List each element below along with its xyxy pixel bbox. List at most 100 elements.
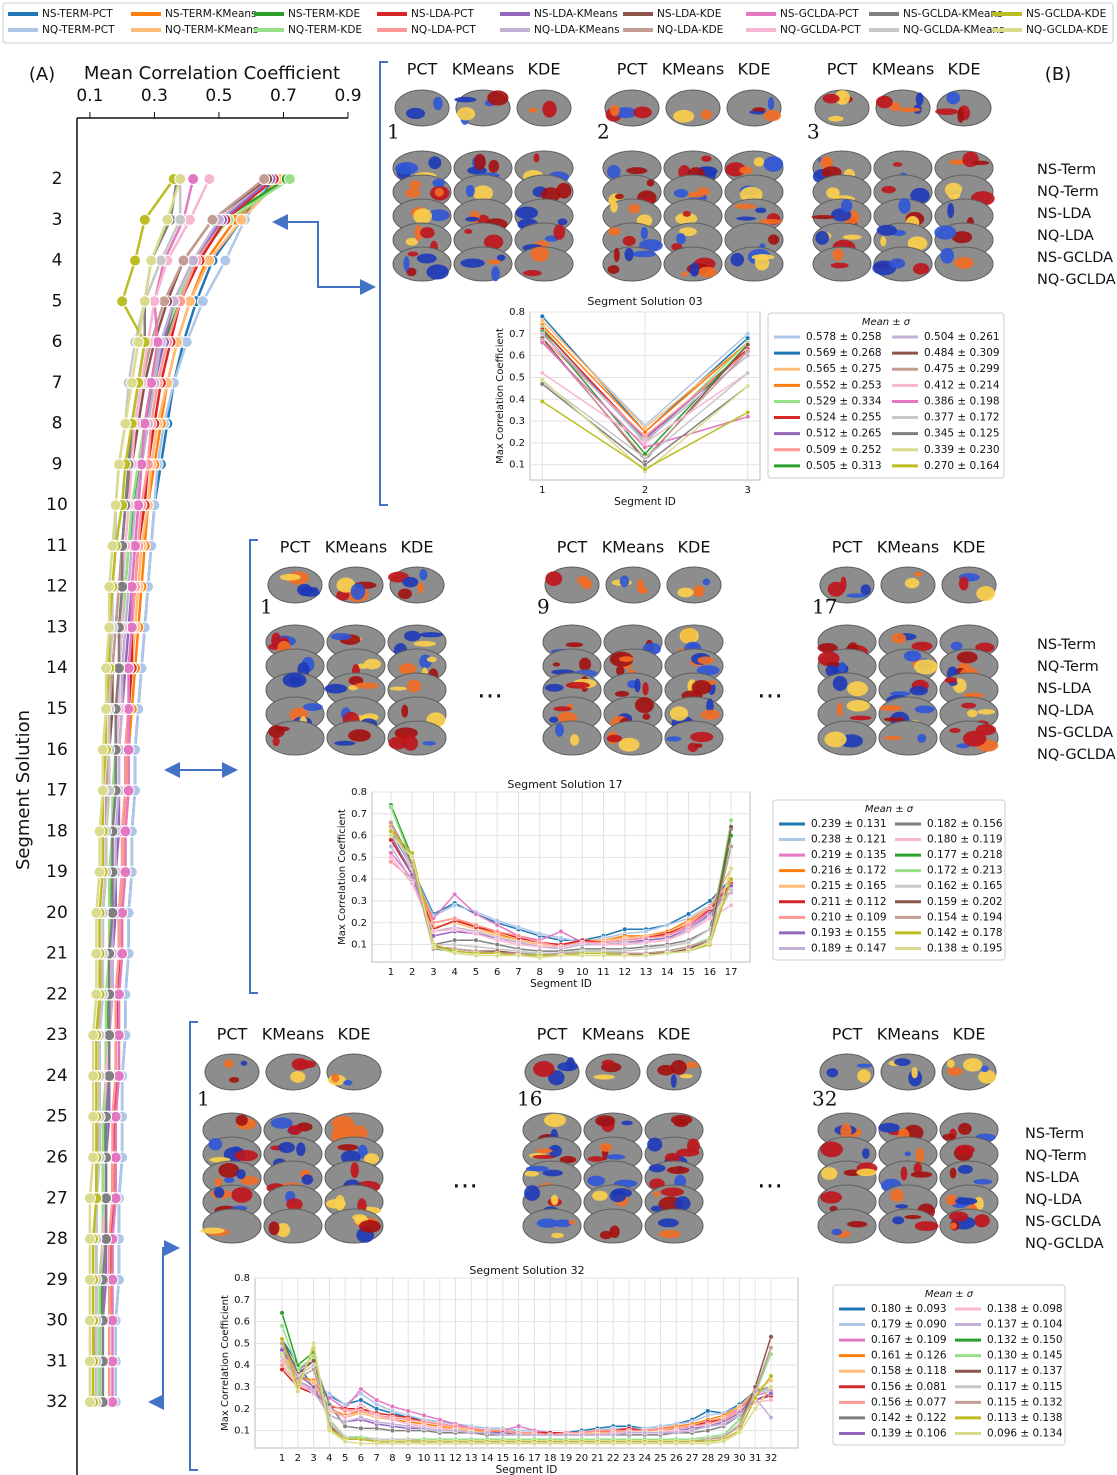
y-tick-label: 0.8 [234,1273,250,1284]
data-point [113,459,124,470]
legend-label: 0.154 ± 0.194 [927,911,1003,923]
column-label: KMeans [452,60,514,79]
brain-blob [602,1060,615,1066]
brain-image [266,1054,320,1090]
brain-blob [417,582,423,593]
data-point [343,1415,348,1420]
brain-blob [820,1191,842,1203]
x-tick-label: 12 [618,967,631,978]
legend-label: 0.177 ± 0.218 [927,849,1003,861]
brain-image [205,1054,259,1090]
row-label: NS-Term [1037,637,1096,653]
legend-label: 0.162 ± 0.165 [927,880,1003,892]
brain-blob [491,266,500,281]
y-tick-label: 0.4 [509,394,525,405]
legend-label: 0.159 ± 0.202 [927,896,1003,908]
data-point [706,1413,711,1418]
brain-blob [850,716,872,721]
data-point [769,1335,774,1340]
legend-label: NQ-TERM-KMeans [165,24,258,36]
brain-blob [954,257,974,269]
data-point [406,1417,411,1422]
data-point [452,892,457,897]
data-point [495,953,500,958]
data-point [104,581,115,592]
y-tick-label: 0.3 [351,896,367,907]
data-point [84,1397,95,1408]
data-point [708,916,713,921]
brain-blob [621,1121,633,1126]
brain-blob [692,680,712,695]
brain-blob [647,1138,662,1152]
brain-blob [934,225,956,239]
data-point [658,1430,663,1435]
data-point [280,1337,285,1342]
data-point [706,1409,711,1414]
data-point [665,923,670,928]
group-number: 9 [537,595,550,619]
data-point [327,1428,332,1433]
column-label: PCT [617,60,648,79]
data-point [540,314,545,319]
data-point [374,1441,379,1446]
brain-blob [407,680,421,693]
x-tick-label: 0.5 [205,86,232,106]
data-point [311,1389,316,1394]
brain-blob [880,236,886,246]
data-point [406,1424,411,1429]
brain-blob [592,1191,608,1201]
data-point [753,1406,758,1411]
data-point [516,925,521,930]
brain-blob [861,584,871,595]
brain-blob [406,108,425,119]
y-tick-label: 0.7 [234,1295,250,1306]
legend-label: 0.179 ± 0.090 [871,1319,947,1331]
brain-blob [698,267,717,278]
data-point [359,1426,364,1431]
data-point [389,833,394,838]
data-point [516,942,521,947]
brain-image [606,567,660,603]
figure: (A) (B) Mean Correlation Coefficient Seg… [0,0,1117,1475]
data-point [453,1428,458,1433]
x-tick-label: 7 [373,1453,379,1464]
y-tick-label: 0.5 [234,1338,250,1349]
brain-blob [843,235,862,240]
brain-blob [957,651,978,663]
brain-blob [674,1119,689,1127]
data-point [495,929,500,934]
row-label: NQ-GCLDA [1037,747,1116,763]
data-point [537,944,542,949]
x-tick-label: 9 [405,1453,411,1464]
legend-label: NS-GCLDA-PCT [780,8,859,20]
data-point [548,1433,553,1438]
data-point [452,938,457,943]
x-tick-label: 32 [765,1453,778,1464]
column-label: PCT [827,60,858,79]
brain-blob [551,1195,558,1206]
data-point [643,430,648,435]
brain-image [666,90,720,126]
brain-blob [892,1216,904,1224]
chart-title: Segment Solution 32 [469,1264,584,1277]
brain-blob [487,90,508,105]
y-tick-label: 17 [46,781,68,801]
brain-blob [614,248,620,262]
data-point [88,1030,99,1041]
legend-label: 0.552 ± 0.253 [806,379,882,391]
data-point [84,1274,95,1285]
data-point [374,1413,379,1418]
data-point [690,1428,695,1433]
data-point [207,214,218,225]
x-tick-label: 2 [642,485,648,496]
data-point [642,1430,647,1435]
y-tick-label: 0.6 [351,831,367,842]
data-point [327,1402,332,1407]
data-point [769,1415,774,1420]
data-point [708,905,713,910]
brain-blob [695,743,703,747]
brain-blob [619,656,634,662]
row-label: NS-GCLDA [1037,725,1113,741]
brain-blob [666,736,681,741]
y-tick-label: 0.2 [234,1404,250,1415]
